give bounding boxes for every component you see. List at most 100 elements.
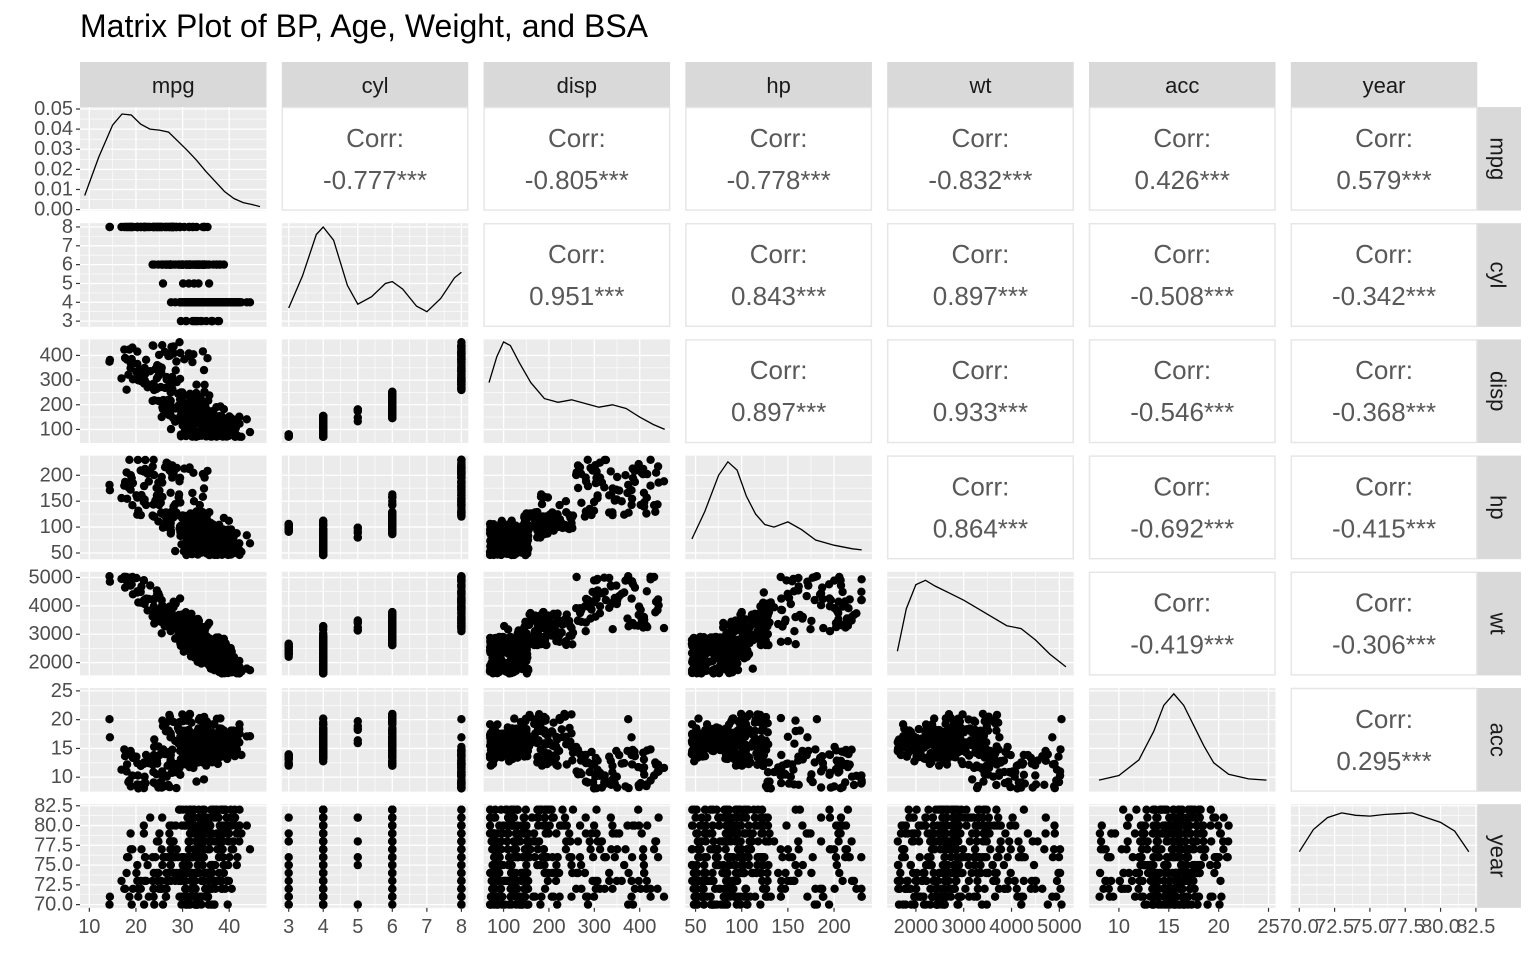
scatter-point bbox=[284, 430, 293, 439]
scatter-point bbox=[157, 260, 166, 269]
scatter-point bbox=[834, 615, 843, 624]
scatter-point bbox=[151, 496, 160, 505]
scatter-point bbox=[200, 401, 209, 411]
scatter-point bbox=[803, 577, 812, 586]
scatter-point bbox=[319, 550, 328, 559]
scatter-point bbox=[188, 430, 197, 439]
corr-value: -0.832*** bbox=[928, 165, 1032, 195]
scatter-point bbox=[122, 468, 131, 477]
row-strip-cyl bbox=[1475, 223, 1521, 327]
scatter-point bbox=[737, 615, 746, 624]
scatter-point bbox=[133, 455, 143, 465]
scatter-point bbox=[172, 783, 181, 793]
corr-value: 0.897*** bbox=[933, 281, 1028, 311]
scatter-point bbox=[203, 412, 212, 421]
scatter-point bbox=[235, 419, 244, 428]
scatter-point bbox=[105, 357, 114, 366]
scatter-point bbox=[388, 512, 397, 521]
scatter-point bbox=[583, 595, 592, 605]
scatter-point bbox=[171, 366, 180, 375]
scatter-point bbox=[198, 739, 207, 748]
scatter-point bbox=[149, 455, 158, 464]
scatter-point bbox=[229, 726, 238, 735]
scatter-point bbox=[183, 641, 192, 650]
scatter-point bbox=[790, 627, 799, 636]
scatter-point bbox=[213, 316, 223, 326]
scatter-point bbox=[696, 654, 706, 663]
scatter-point bbox=[175, 746, 185, 756]
column-strip-label-disp: disp bbox=[557, 73, 597, 98]
scatter-point bbox=[353, 533, 362, 542]
scatter-point bbox=[508, 655, 517, 664]
scatter-point bbox=[549, 609, 558, 618]
row-strip-label-cyl: cyl bbox=[1486, 262, 1511, 289]
scatter-point bbox=[184, 349, 194, 358]
scatter-point bbox=[200, 260, 209, 269]
scatter-point bbox=[784, 593, 794, 603]
corr-label: Corr: bbox=[750, 355, 808, 385]
scatter-point bbox=[592, 594, 601, 603]
scatter-point bbox=[183, 412, 192, 422]
column-strip-label-mpg: mpg bbox=[152, 73, 195, 98]
scatter-point bbox=[169, 348, 178, 358]
scatter-point bbox=[159, 395, 168, 405]
scatter-point bbox=[777, 594, 786, 603]
scatter-point bbox=[192, 380, 201, 389]
scatter-point bbox=[149, 512, 158, 521]
panel-bg bbox=[685, 455, 872, 560]
chart-title: Matrix Plot of BP, Age, Weight, and BSA bbox=[80, 8, 649, 44]
scatter-point bbox=[141, 594, 151, 603]
scatter-point bbox=[585, 504, 594, 514]
scatter-point bbox=[169, 603, 178, 612]
scatter-point bbox=[642, 509, 651, 518]
scatter-point bbox=[624, 622, 633, 631]
scatter-point bbox=[229, 430, 238, 439]
scatter-point bbox=[122, 577, 132, 586]
scatter-point bbox=[640, 498, 649, 507]
scatter-point bbox=[175, 338, 184, 347]
row-strip-label-year: year bbox=[1486, 835, 1511, 878]
corr-panel bbox=[685, 339, 873, 444]
scatter-point bbox=[583, 481, 593, 491]
scatter-point bbox=[185, 709, 194, 719]
scatter-point bbox=[758, 598, 768, 607]
scatter-point bbox=[188, 488, 197, 498]
scatter-point bbox=[182, 316, 191, 326]
scatter-point bbox=[164, 615, 173, 624]
scatter-point bbox=[198, 298, 207, 307]
scatter-point bbox=[105, 222, 114, 232]
scatter-point bbox=[774, 619, 783, 629]
corr-value: 0.579*** bbox=[1336, 165, 1431, 195]
scatter-point bbox=[133, 771, 143, 780]
scatter-point bbox=[157, 412, 166, 422]
scatter-point bbox=[749, 618, 758, 627]
scatter-point bbox=[162, 771, 171, 780]
scatter-point bbox=[536, 623, 545, 632]
scatter-point bbox=[207, 422, 216, 431]
scatter-point bbox=[489, 649, 498, 659]
scatter-point bbox=[698, 636, 707, 646]
scatter-point bbox=[857, 587, 866, 596]
scatter-point bbox=[600, 483, 609, 492]
scatter-point bbox=[653, 500, 662, 509]
scatter-point bbox=[150, 396, 159, 405]
scatter-point bbox=[457, 622, 466, 632]
scatter-point bbox=[214, 735, 223, 744]
scatter-point bbox=[215, 636, 224, 645]
scatter-point bbox=[128, 501, 137, 510]
scatter-point bbox=[226, 298, 235, 307]
scatter-point bbox=[187, 718, 196, 727]
scatter-point bbox=[209, 406, 218, 415]
scatter-point bbox=[852, 609, 861, 618]
row-strip-label-mpg: mpg bbox=[1486, 137, 1511, 180]
scatter-point bbox=[198, 222, 208, 232]
scatter-point bbox=[160, 781, 169, 791]
scatter-point bbox=[207, 430, 216, 439]
scatter-point bbox=[160, 383, 170, 393]
scatter-point bbox=[224, 516, 234, 525]
scatter-point bbox=[572, 572, 581, 582]
corr-label: Corr: bbox=[1153, 471, 1211, 501]
row-strip-year bbox=[1475, 804, 1521, 908]
scatter-point bbox=[235, 412, 244, 422]
row-strip-wt bbox=[1475, 571, 1521, 676]
